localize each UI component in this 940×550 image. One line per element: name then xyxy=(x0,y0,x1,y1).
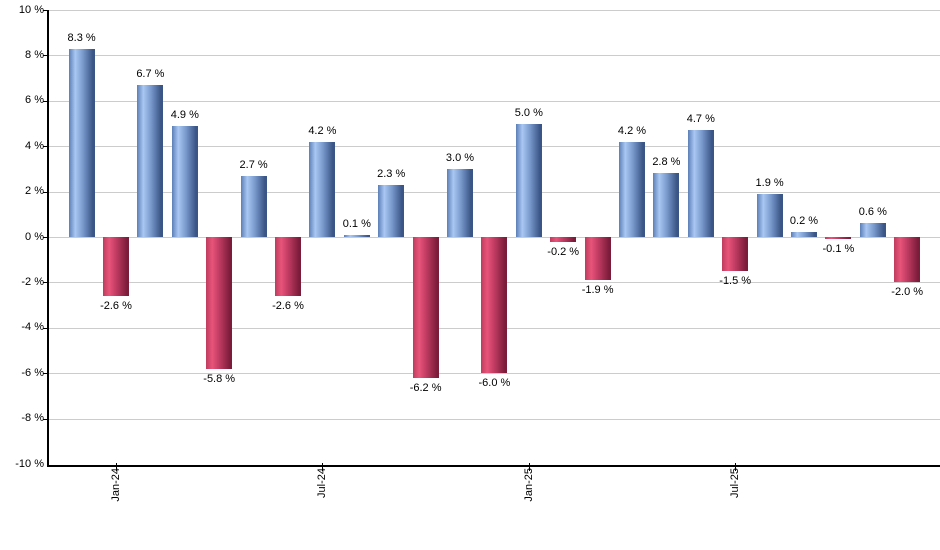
bar xyxy=(412,237,439,378)
x-axis-tick-label-text: Jul-25 xyxy=(729,468,742,498)
bar xyxy=(206,237,233,369)
x-axis-tick-label: Jul-25 xyxy=(728,468,742,501)
bar xyxy=(722,237,749,272)
y-axis-line xyxy=(47,10,49,467)
bar xyxy=(825,237,852,240)
bar-value-label: 2.3 % xyxy=(377,167,406,180)
x-axis-tick xyxy=(116,463,117,471)
y-axis-tick xyxy=(43,237,48,238)
bar xyxy=(859,223,886,237)
gridline xyxy=(49,55,940,57)
bar-value-label: -5.8 % xyxy=(203,372,236,385)
bar xyxy=(137,84,164,237)
y-axis-tick xyxy=(43,191,48,193)
y-axis-tick xyxy=(43,327,48,329)
bar-value-label: 0.1 % xyxy=(342,217,371,230)
gridline xyxy=(49,373,940,375)
gridline xyxy=(49,100,940,102)
bar-value-label: 4.7 % xyxy=(686,113,715,126)
bar xyxy=(68,48,95,237)
bar-value-label: -0.1 % xyxy=(822,243,855,256)
y-axis-tick-label: 4 % xyxy=(25,139,44,152)
bar-value-label: -2.6 % xyxy=(272,300,304,313)
y-axis-tick-label: 8 % xyxy=(25,48,44,61)
bar-value-label: 4.2 % xyxy=(308,124,337,137)
y-axis-tick xyxy=(43,55,48,57)
bar-value-label: 5.0 % xyxy=(514,106,543,119)
bar xyxy=(894,237,921,283)
bar xyxy=(240,175,267,237)
bar xyxy=(550,237,577,242)
plot-area: 8.3 % -2.6 % 6.7 % 4.9 % -5.8 % 2.7 % -2.6 % 4.… xyxy=(49,10,940,465)
bar xyxy=(447,168,473,237)
bar xyxy=(756,193,783,237)
bar-value-label: 4.9 % xyxy=(170,108,199,121)
bar-value-label: -1.5 % xyxy=(719,275,752,288)
x-axis-tick xyxy=(322,463,324,471)
bar xyxy=(103,237,129,297)
x-axis-tick-label: Jul-24 xyxy=(315,468,329,501)
bar-value-label: -0.2 % xyxy=(547,245,580,258)
y-axis-tick xyxy=(43,10,48,11)
bar-value-label: 2.7 % xyxy=(239,158,268,171)
bar xyxy=(584,237,611,281)
bar-value-label: 4.2 % xyxy=(617,124,647,137)
bar xyxy=(378,184,405,237)
y-axis-tick xyxy=(43,418,48,420)
bar xyxy=(653,173,680,237)
gridline xyxy=(49,10,940,11)
bar xyxy=(791,232,817,237)
bar-value-label: -2.6 % xyxy=(100,300,132,313)
y-axis-tick-label: 0 % xyxy=(25,230,44,243)
bar-value-label: -2.0 % xyxy=(891,286,924,299)
bar-value-label: -6.2 % xyxy=(409,381,442,394)
bar xyxy=(687,130,714,237)
gridline xyxy=(49,418,940,420)
y-axis-tick-label: -4 % xyxy=(21,321,44,334)
bar xyxy=(171,125,198,237)
bar-value-label: -6.0 % xyxy=(478,377,511,390)
y-axis-tick-label: -2 % xyxy=(21,275,44,288)
bar xyxy=(619,141,645,237)
bar-value-label: 3.0 % xyxy=(445,151,475,164)
y-axis-tick xyxy=(43,282,48,284)
y-axis-tick-label: 2 % xyxy=(25,185,44,198)
x-axis-tick-label-text: Jan-25 xyxy=(522,468,535,502)
y-axis-tick xyxy=(43,146,48,148)
y-axis-tick-label: -8 % xyxy=(21,412,44,425)
bar-value-label: 2.8 % xyxy=(652,156,681,169)
x-axis-tick-label: Jan-25 xyxy=(522,468,536,505)
y-axis-tick-label: -6 % xyxy=(21,366,44,379)
y-axis-tick-label: 10 % xyxy=(18,3,44,16)
bar-value-label: 1.9 % xyxy=(755,176,784,189)
bar xyxy=(343,234,370,237)
bar-value-label: 6.7 % xyxy=(136,67,165,80)
bar xyxy=(481,237,508,374)
y-axis-tick xyxy=(43,373,48,375)
y-axis-tick-label: -10 % xyxy=(15,457,44,470)
x-axis-tick-label-text: Jan-24 xyxy=(110,468,122,502)
bar-value-label: -1.9 % xyxy=(581,284,614,297)
bar-value-label: 0.2 % xyxy=(789,215,819,228)
x-axis-tick-label-text: Jul-24 xyxy=(316,468,329,498)
bar xyxy=(275,237,301,297)
bar xyxy=(515,123,542,237)
gridline xyxy=(49,191,940,193)
x-axis-tick xyxy=(528,463,530,471)
bar-value-label: 8.3 % xyxy=(67,31,96,44)
bar xyxy=(309,141,336,237)
y-axis-tick xyxy=(43,100,48,102)
x-axis-tick-label: Jan-24 xyxy=(109,468,123,505)
gridline xyxy=(49,146,940,148)
bar-value-label: 0.6 % xyxy=(858,206,887,219)
x-axis-tick xyxy=(735,463,737,471)
y-axis-tick-label: 6 % xyxy=(25,94,44,107)
x-axis-line xyxy=(47,465,940,467)
